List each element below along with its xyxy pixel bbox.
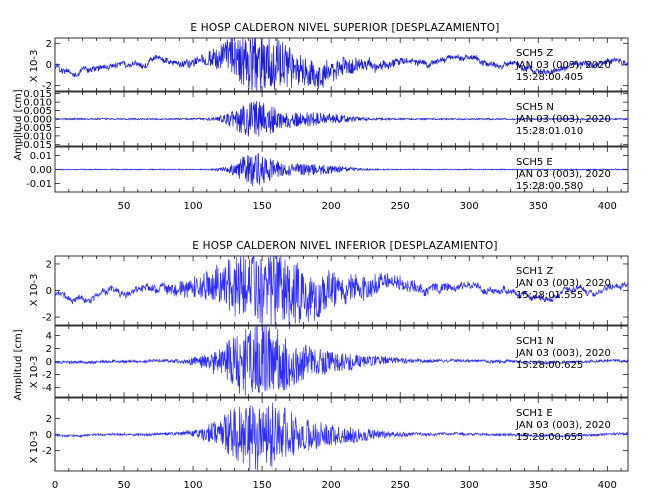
waveform-sch5-z: [54, 37, 629, 92]
y-axis-label-superior: Amplitud [cm]: [13, 89, 24, 160]
y-axis-label-inferior: Amplitud [cm]: [13, 329, 24, 400]
waveform-sch1-n: [54, 325, 629, 396]
x-tick-label: 100: [184, 201, 203, 212]
x-tick-label: 300: [460, 201, 479, 212]
y-tick-label: 0: [46, 286, 52, 297]
station-label-sch1-e-date: JAN 03 (003), 2020: [515, 420, 611, 431]
x-tick-label: 200: [322, 201, 341, 212]
figure-superior: E HOSP CALDERON NIVEL SUPERIOR [DESPLAZA…: [13, 22, 629, 212]
station-label-sch1-z-date: JAN 03 (003), 2020: [515, 278, 611, 289]
x-tick-label: 50: [118, 201, 131, 212]
x-tick-label: 250: [391, 201, 410, 212]
y-tick-label: 0.015: [23, 89, 52, 100]
station-label-sch5-z-date: JAN 03 (003), 2020: [515, 60, 611, 71]
y-tick-label: -0.01: [26, 179, 52, 190]
x-tick-label: 150: [253, 480, 272, 491]
station-label-sch5-n-date: JAN 03 (003), 2020: [515, 114, 611, 125]
x-axis-superior: 50 100 150 200 250 300 350 400: [118, 201, 617, 212]
y-tick-label: -2: [42, 370, 52, 381]
x-axis-inferior: 0 50 100 150 200 250 300 350 400: [52, 480, 617, 491]
x-tick-label: 400: [598, 201, 617, 212]
scale-label-sch1-e: X 10-3: [29, 431, 40, 464]
x-tick-label: 200: [322, 480, 341, 491]
y-tick-label: -4: [42, 383, 52, 394]
y-tick-label: 2: [46, 259, 52, 270]
y-tick-label: 0: [46, 357, 52, 368]
x-tick-label: 350: [529, 480, 548, 491]
waveform-sch1-e: [54, 402, 629, 472]
station-label-sch1-e: SCH1 E: [516, 408, 553, 419]
y-tick-label: 0.000: [23, 115, 52, 126]
y-tick-label: 0.005: [23, 106, 52, 117]
station-label-sch5-z: SCH5 Z: [516, 48, 553, 59]
waveform-sch1-z: [54, 255, 629, 326]
x-tick-label: 300: [460, 480, 479, 491]
y-tick-label: 0.01: [30, 151, 52, 162]
scale-label-sch5-z: X 10-3: [29, 50, 40, 83]
y-tick-label: 2: [46, 39, 52, 50]
y-tick-label: 2: [46, 344, 52, 355]
x-tick-label: 150: [253, 201, 272, 212]
y-tick-label: 2: [46, 414, 52, 425]
y-tick-label: -0.005: [20, 123, 52, 134]
station-label-sch1-z-time: 15:28:01.555: [516, 290, 583, 301]
station-label-sch1-n: SCH1 N: [516, 336, 554, 347]
y-tick-label: -2: [42, 446, 52, 457]
station-label-sch5-n-time: 15:28:01.010: [516, 126, 583, 137]
waveform-sch5-n: [54, 101, 629, 137]
y-tick-label: -0.015: [20, 140, 52, 151]
station-label-sch5-e: SCH5 E: [516, 157, 553, 168]
station-label-sch1-n-time: 15:28:00.625: [516, 360, 583, 371]
x-tick-label: 350: [529, 201, 548, 212]
x-tick-label: 100: [184, 480, 203, 491]
figure-title-inferior: E HOSP CALDERON NIVEL INFERIOR [DESPLAZA…: [192, 240, 497, 252]
station-label-sch5-e-date: JAN 03 (003), 2020: [515, 169, 611, 180]
x-tick-label: 0: [52, 480, 58, 491]
y-tick-label: 0: [46, 430, 52, 441]
station-label-sch5-e-time: 15:28:00.580: [516, 181, 583, 192]
station-label-sch1-z: SCH1 Z: [516, 266, 553, 277]
station-label-sch5-z-time: 15:28:00.405: [516, 72, 583, 83]
y-tick-label: 0: [46, 60, 52, 71]
figure-title-superior: E HOSP CALDERON NIVEL SUPERIOR [DESPLAZA…: [190, 22, 499, 34]
y-tick-label: -0.010: [20, 131, 52, 142]
scale-label-sch1-z: X 10-3: [29, 274, 40, 307]
x-tick-label: 250: [391, 480, 410, 491]
y-tick-label: 0.010: [23, 98, 52, 109]
waveform-sch5-e: [54, 152, 629, 187]
y-tick-label: -2: [42, 81, 52, 92]
station-label-sch1-n-date: JAN 03 (003), 2020: [515, 348, 611, 359]
y-tick-label: -2: [42, 313, 52, 324]
y-tick-label: 4: [46, 331, 52, 342]
station-label-sch1-e-time: 15:28:00.655: [516, 432, 583, 443]
figure-inferior: E HOSP CALDERON NIVEL INFERIOR [DESPLAZA…: [13, 240, 629, 491]
station-label-sch5-n: SCH5 N: [516, 102, 554, 113]
x-tick-label: 400: [598, 480, 617, 491]
scale-label-sch1-n: X 10-3: [29, 356, 40, 389]
y-tick-label: 0.00: [30, 165, 52, 176]
x-tick-label: 50: [118, 480, 131, 491]
